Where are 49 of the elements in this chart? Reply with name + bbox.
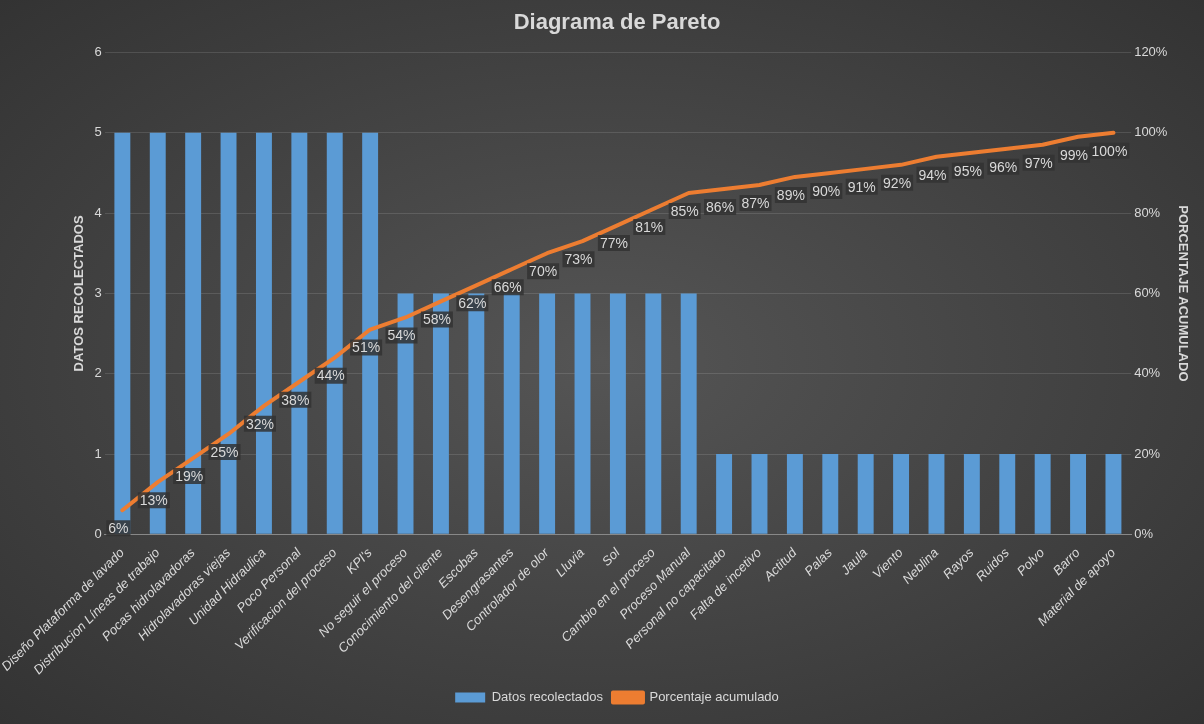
data-label: 58% xyxy=(422,311,451,328)
data-label: 99% xyxy=(1060,146,1089,163)
data-label: 32% xyxy=(245,415,274,432)
y2-tick-label: 40% xyxy=(1134,365,1161,381)
data-label: 73% xyxy=(564,251,593,268)
data-label: 62% xyxy=(458,295,487,312)
data-label: 91% xyxy=(847,178,876,195)
data-label: 6% xyxy=(108,520,129,537)
legend-label: Datos recolectados xyxy=(491,689,604,705)
data-label: 19% xyxy=(175,467,204,484)
y2-tick-label: 100% xyxy=(1134,124,1168,140)
y-tick-label: 6 xyxy=(94,43,102,59)
y-tick-label: 4 xyxy=(94,204,102,220)
data-label: 96% xyxy=(989,158,1018,175)
data-label: 89% xyxy=(776,186,805,203)
data-label: 66% xyxy=(493,279,522,296)
chart-title: Diagrama de Pareto xyxy=(513,9,721,35)
y2-tick-label: 120% xyxy=(1134,43,1168,59)
data-label: 51% xyxy=(352,339,381,356)
data-label: 100% xyxy=(1091,142,1128,159)
legend-label: Porcentaje acumulado xyxy=(649,689,779,705)
data-label: 90% xyxy=(812,182,841,199)
data-label: 87% xyxy=(741,194,770,211)
data-label: 94% xyxy=(918,166,947,183)
y-tick-label: 5 xyxy=(94,124,102,140)
data-label: 97% xyxy=(1024,154,1053,171)
data-label: 44% xyxy=(316,367,345,384)
y-axis-title: DATOS RECOLECTADOS xyxy=(71,215,87,372)
y2-tick-label: 80% xyxy=(1134,204,1161,220)
data-label: 70% xyxy=(529,263,558,280)
data-label: 85% xyxy=(670,202,699,219)
data-label: 13% xyxy=(139,492,168,508)
y-tick-label: 3 xyxy=(94,284,102,300)
data-label: 38% xyxy=(281,391,310,408)
y-tick-label: 1 xyxy=(94,445,102,461)
data-label: 54% xyxy=(387,327,416,344)
data-label: 25% xyxy=(210,443,239,460)
data-label: 86% xyxy=(706,198,735,215)
y2-axis-title: PORCENTAJE ACUMULADO xyxy=(1175,205,1191,382)
data-label: 81% xyxy=(635,218,664,235)
data-label: 77% xyxy=(599,234,628,251)
y2-tick-label: 60% xyxy=(1134,284,1161,300)
y-tick-label: 2 xyxy=(94,365,102,381)
data-label: 92% xyxy=(883,174,912,191)
data-label: 95% xyxy=(953,162,982,179)
x-tick-label: Sol xyxy=(598,544,624,569)
y2-tick-label: 0% xyxy=(1134,525,1154,541)
y2-tick-label: 20% xyxy=(1134,445,1161,461)
y-tick-label: 0 xyxy=(94,525,102,541)
